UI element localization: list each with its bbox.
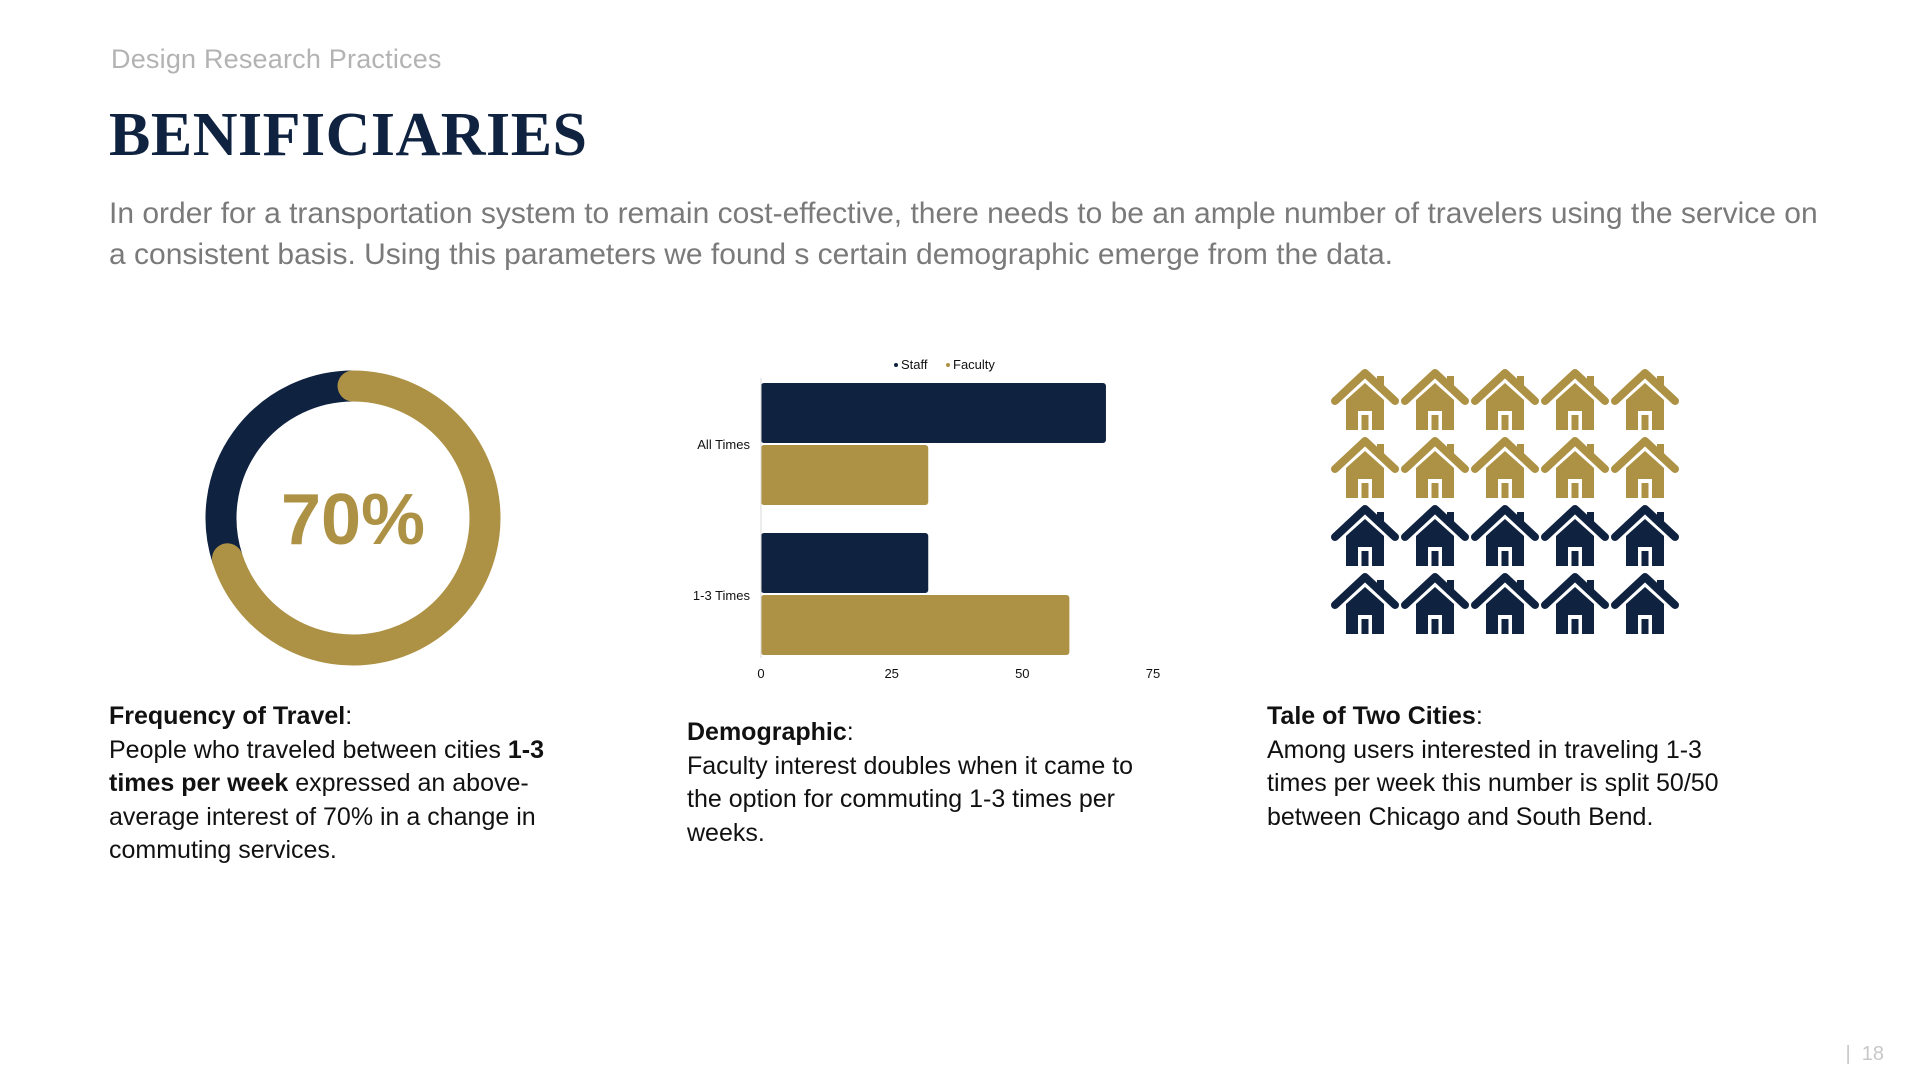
house-icon <box>1611 369 1679 430</box>
category-label-all-times: All Times <box>697 437 750 452</box>
bar-chart-legend: Staff Faculty <box>894 357 995 372</box>
bar-chart: Staff Faculty All Times 1-3 Times 0 25 5… <box>693 357 1160 681</box>
house-icon <box>1471 573 1539 634</box>
house-icon <box>1331 573 1399 634</box>
page-number: | 18 <box>1845 1043 1884 1065</box>
x-tick-75: 75 <box>1146 666 1160 681</box>
legend-label-staff: Staff <box>901 357 928 372</box>
caption-tale-of-two-cities: Tale of Two Cities: Among users interest… <box>1267 702 1719 831</box>
house-icon <box>1471 505 1539 566</box>
house-icon <box>1331 369 1399 430</box>
donut-slice-navy <box>205 370 354 564</box>
bar-faculty-all-times <box>761 445 929 505</box>
caption-heading: Frequency of Travel <box>109 702 346 730</box>
house-icon <box>1331 437 1399 498</box>
bar-staff-all-times <box>761 383 1106 443</box>
presentation-kicker: Design Research Practices <box>111 44 442 74</box>
caption-heading: Tale of Two Cities <box>1267 702 1476 730</box>
house-icon <box>1541 437 1609 498</box>
legend-dot-faculty <box>946 363 950 367</box>
donut-chart: 70% <box>205 370 501 666</box>
house-icon <box>1471 437 1539 498</box>
house-icon <box>1611 505 1679 566</box>
donut-center-label: 70% <box>281 480 425 560</box>
caption-demographic: Demographic: Faculty interest doubles wh… <box>687 718 1134 847</box>
house-icon <box>1541 573 1609 634</box>
page-number-value: 18 <box>1861 1043 1884 1065</box>
bar-staff-1-3-times <box>761 533 929 593</box>
caption-heading: Demographic <box>687 718 847 746</box>
caption-frequency-of-travel: Frequency of Travel: People who traveled… <box>109 702 544 864</box>
caption-text: Faculty interest doubles when it came to… <box>687 751 1134 847</box>
legend-label-faculty: Faculty <box>953 357 995 372</box>
category-label-1-3-times: 1-3 Times <box>693 588 751 603</box>
caption-text: expressed an above-average interest of 7… <box>109 769 536 864</box>
slide-title: BENIFICIARIES <box>109 101 588 169</box>
legend-dot-staff <box>894 363 898 367</box>
caption-text: Among users interested in traveling 1-3 … <box>1267 735 1719 831</box>
x-tick-50: 50 <box>1015 666 1029 681</box>
house-icon <box>1611 573 1679 634</box>
house-icon <box>1401 437 1469 498</box>
house-icon <box>1401 573 1469 634</box>
x-tick-0: 0 <box>757 666 764 681</box>
house-icon <box>1401 505 1469 566</box>
house-icon <box>1471 369 1539 430</box>
house-icon <box>1331 505 1399 566</box>
caption-emphasis: 1-3 times per week <box>109 735 544 798</box>
donut-slice-gold <box>211 370 501 666</box>
house-pictograph <box>1331 369 1679 634</box>
intro-paragraph: In order for a transportation system to … <box>109 197 1818 271</box>
house-icon <box>1611 437 1679 498</box>
caption-text: People who traveled between cities <box>109 735 508 764</box>
house-icon <box>1401 369 1469 430</box>
house-icon <box>1541 369 1609 430</box>
house-icon <box>1541 505 1609 566</box>
x-tick-25: 25 <box>884 666 898 681</box>
bar-faculty-1-3-times <box>761 595 1070 655</box>
